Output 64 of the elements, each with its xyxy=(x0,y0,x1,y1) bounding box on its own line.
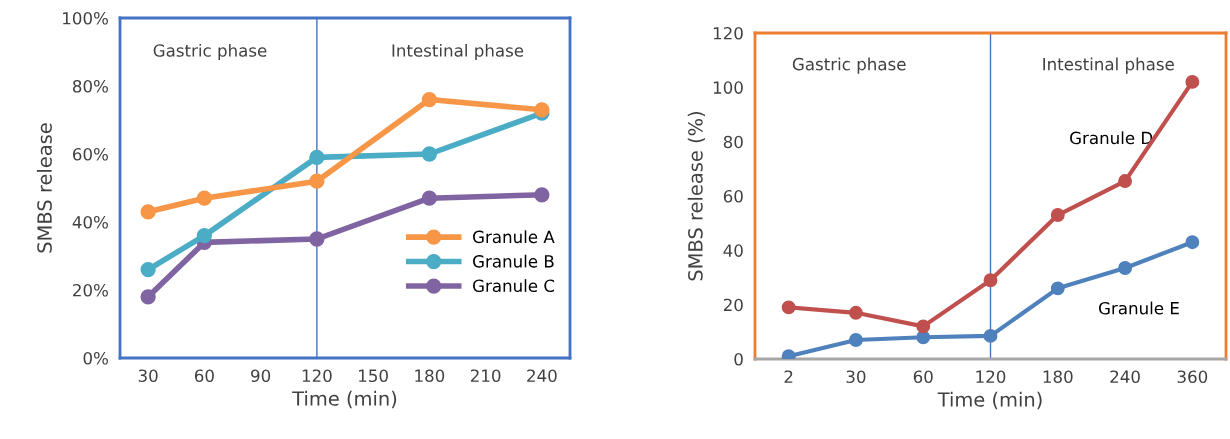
annotation: Intestinal phase xyxy=(392,43,524,61)
x-tick-label: 90 xyxy=(251,369,271,383)
point xyxy=(1050,281,1065,296)
x-tick-label: 180 xyxy=(1043,370,1073,384)
x-tick-label: 120 xyxy=(302,369,332,383)
x-tick-label: 240 xyxy=(1110,370,1140,384)
point xyxy=(421,91,438,108)
point xyxy=(196,190,213,206)
x-tick-label: 60 xyxy=(913,370,933,384)
point xyxy=(848,333,863,347)
point xyxy=(309,149,325,166)
y-tick-label: 100 xyxy=(713,81,743,94)
y-tick-label: 40% xyxy=(72,215,108,229)
x-tick-label: 120 xyxy=(976,370,1006,384)
point xyxy=(1118,174,1133,189)
point xyxy=(1050,208,1065,222)
point xyxy=(1185,235,1200,250)
y-tick-label: 80% xyxy=(72,79,108,93)
x-tick-label: 240 xyxy=(527,369,557,383)
x-tick-label: 150 xyxy=(359,369,388,383)
x-tick-label: 30 xyxy=(138,369,158,383)
legend-label: Granule A xyxy=(473,230,555,244)
point xyxy=(421,146,438,162)
y-tick-label: 0 xyxy=(734,352,743,366)
legend-label: Granule C xyxy=(473,279,555,293)
point xyxy=(421,190,438,206)
point xyxy=(848,305,863,320)
y-tick-label: 20% xyxy=(73,283,108,297)
point xyxy=(140,289,156,305)
point xyxy=(983,328,998,343)
point xyxy=(781,300,796,315)
x-tick-label: 2 xyxy=(784,370,793,383)
y-tick-label: 60 xyxy=(723,189,743,203)
point xyxy=(140,204,156,220)
y-tick-label: 120 xyxy=(713,26,743,40)
point xyxy=(196,227,213,244)
x-tick-label: 180 xyxy=(415,369,445,383)
x-axis-title: Time (min) xyxy=(292,390,397,409)
point xyxy=(309,231,325,247)
y-tick-label: 20 xyxy=(723,298,743,312)
x-tick-label: 60 xyxy=(194,369,214,383)
point xyxy=(916,319,931,334)
y-tick-label: 0% xyxy=(83,351,108,365)
y-tick-label: 100% xyxy=(63,11,108,25)
legend-label: Granule B xyxy=(473,254,554,268)
point xyxy=(309,173,325,189)
x-tick-label: 360 xyxy=(1177,370,1208,384)
point xyxy=(983,273,998,288)
x-tick-label: 210 xyxy=(470,369,501,383)
point xyxy=(1118,261,1133,275)
series-label: Granule E xyxy=(1098,301,1179,315)
y-axis-title: SMBS release xyxy=(36,123,52,253)
annotation: Intestinal phase xyxy=(1043,57,1174,74)
annotation: Gastric phase xyxy=(153,43,267,61)
y-tick-label: 40 xyxy=(723,244,743,257)
point xyxy=(534,187,550,203)
x-axis-title: Time (min) xyxy=(937,391,1042,410)
x-tick-label: 30 xyxy=(846,370,866,384)
y-tick-label: 60% xyxy=(73,147,108,161)
point xyxy=(1185,74,1200,89)
point xyxy=(140,261,156,278)
annotation: Gastric phase xyxy=(792,57,906,74)
y-axis-title: SMBS release (%) xyxy=(687,111,706,281)
y-tick-label: 80 xyxy=(723,135,743,149)
